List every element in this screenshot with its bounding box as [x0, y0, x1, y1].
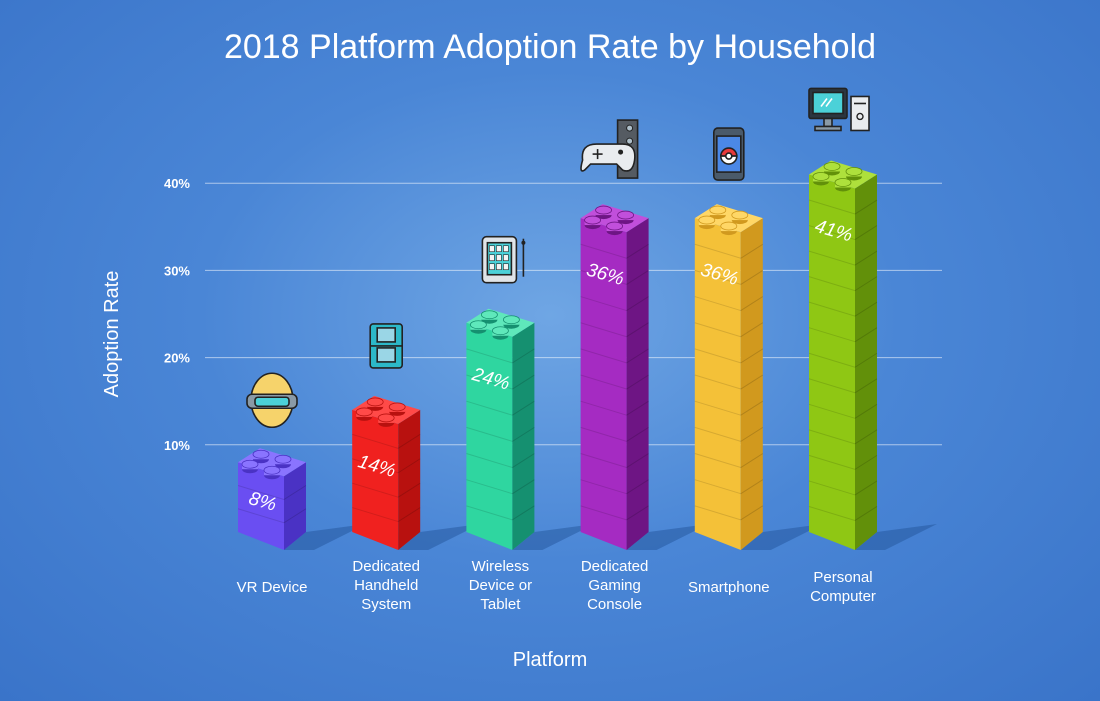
bars: 8%14%24%36% 36%41%	[237, 160, 937, 551]
x-tick-label: Smartphone	[688, 579, 770, 596]
bar: 14%	[352, 395, 481, 550]
x-tick-label: Console	[587, 596, 642, 613]
x-tick-label: Computer	[810, 588, 876, 605]
y-tick-label: 10%	[164, 438, 190, 453]
x-tick-label: Wireless	[472, 558, 530, 575]
game-console-icon	[580, 119, 639, 179]
chart-title: 2018 Platform Adoption Rate by Household	[224, 28, 876, 66]
x-tick-label: Handheld	[354, 577, 418, 594]
bar: 24%	[466, 308, 595, 550]
x-tick-label: VR Device	[237, 579, 308, 596]
x-tick-label: Tablet	[480, 596, 521, 613]
bar: 8%	[237, 448, 366, 550]
bar: 36%	[694, 204, 823, 550]
vr-headset-icon	[246, 372, 298, 429]
desktop-computer-icon	[808, 87, 870, 132]
x-tick-label: Gaming	[588, 577, 641, 594]
bar: 41%	[808, 160, 937, 551]
category-labels: VR Device Dedicated Handheld System Wireless…	[237, 558, 876, 613]
handheld-console-icon	[369, 323, 404, 369]
y-tick-label: 20%	[164, 351, 190, 366]
platform-icons	[246, 87, 870, 429]
x-tick-label: Dedicated	[352, 558, 420, 575]
smartphone-icon	[712, 127, 745, 181]
x-tick-label: Device or	[469, 577, 532, 594]
y-tick-label: 30%	[164, 263, 190, 278]
x-axis-label: Platform	[513, 649, 587, 671]
tablet-icon	[481, 235, 526, 284]
bar: 36%	[580, 204, 709, 550]
y-tick-label: 40%	[164, 176, 190, 191]
x-tick-label: System	[361, 596, 411, 613]
y-axis-label: Adoption Rate	[101, 271, 123, 398]
x-tick-label: Dedicated	[581, 558, 649, 575]
x-tick-label: Personal	[813, 569, 872, 586]
